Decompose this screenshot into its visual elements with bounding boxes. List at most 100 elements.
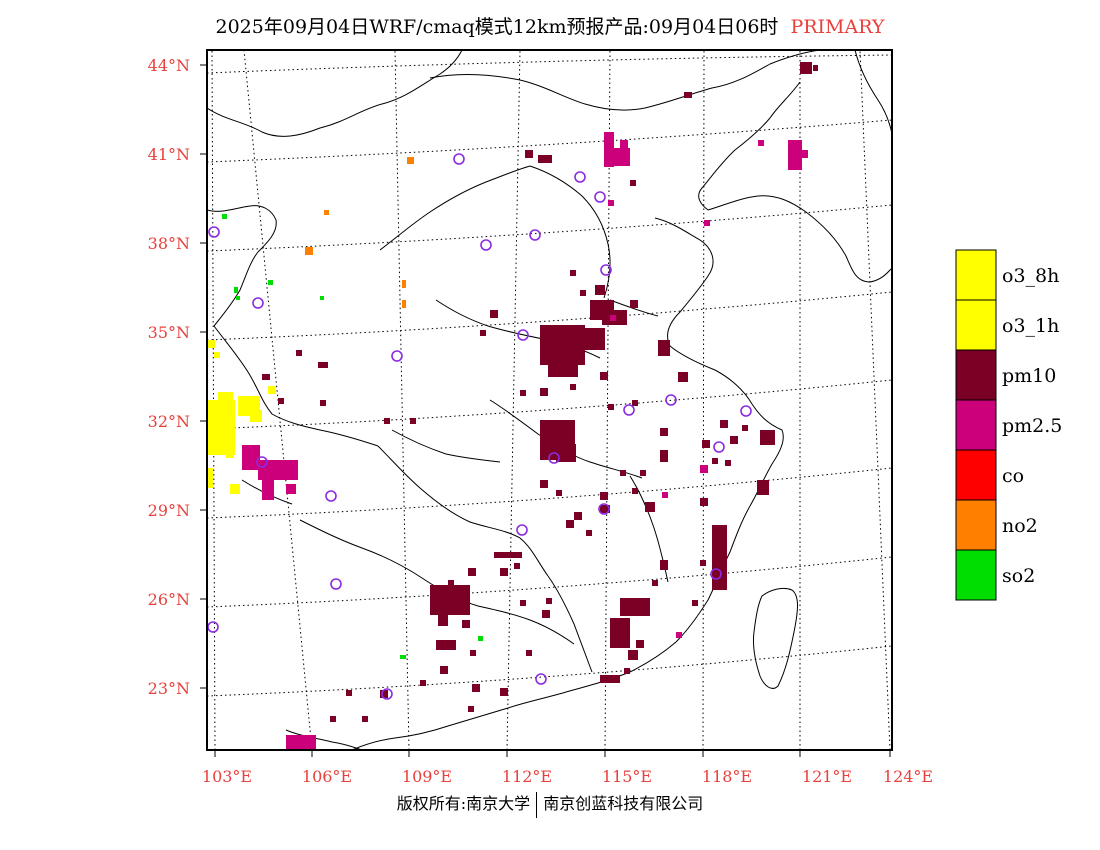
pm10-cell xyxy=(380,690,388,698)
pm10-cell xyxy=(620,470,626,476)
station-marker xyxy=(623,404,635,416)
parallel-line xyxy=(207,379,892,430)
pm10-cell xyxy=(636,640,644,648)
pm25-cell xyxy=(286,484,296,494)
pm10-cell xyxy=(440,666,448,674)
station-marker xyxy=(710,568,722,580)
pm10-cell xyxy=(700,560,706,566)
station-marker xyxy=(480,239,492,251)
pm25-cell xyxy=(604,132,614,167)
lon-label-106e: 106°E xyxy=(302,767,352,786)
pm10-cell xyxy=(725,460,731,466)
pm10-cell xyxy=(384,418,390,424)
pm10-cell xyxy=(580,290,586,296)
pm10-cell xyxy=(595,285,605,295)
pm10-cell xyxy=(632,400,638,406)
pm10-cell xyxy=(448,580,454,586)
o3-cell xyxy=(207,340,215,348)
pm10-cell xyxy=(600,372,608,380)
title-date: 2025年09月04日 xyxy=(215,16,370,38)
o3-cell xyxy=(207,400,235,455)
so2-cell xyxy=(478,636,483,641)
pm25-cell xyxy=(704,220,710,226)
station-marker xyxy=(516,524,528,536)
pm10-cell xyxy=(570,270,576,276)
pm10-cell xyxy=(542,610,550,618)
pm10-cell xyxy=(658,340,670,356)
o3-cell xyxy=(214,352,220,358)
pm10-cell xyxy=(742,425,748,431)
lon-label-103e: 103°E xyxy=(202,767,252,786)
so2-cell xyxy=(222,214,227,219)
pm10-cell xyxy=(702,440,710,448)
pm25-cell xyxy=(296,745,310,750)
parallel-line xyxy=(207,556,892,608)
pm10-cell xyxy=(678,372,688,382)
pm10-cell xyxy=(320,400,326,406)
station-marker xyxy=(600,264,612,276)
parallel-line xyxy=(207,54,892,74)
pm10-cell xyxy=(490,310,498,318)
pm10-cell xyxy=(472,684,480,692)
o3-cell xyxy=(218,392,233,407)
pm10-cell xyxy=(720,420,728,428)
legend-swatch-pm10 xyxy=(955,349,997,401)
title-model: WRF/cmaq模式12km预报产品 xyxy=(369,16,643,38)
station-marker xyxy=(548,452,560,464)
legend-swatch-co xyxy=(955,449,997,501)
legend-swatch-o3-1h xyxy=(955,299,997,351)
station-marker xyxy=(325,490,337,502)
pm10-cell xyxy=(436,640,456,650)
pm25-cell xyxy=(802,150,808,158)
legend: o3_8h o3_1h pm10 pm2.5 co no2 so2 xyxy=(955,249,1062,601)
station-marker xyxy=(453,153,465,165)
no2-cell xyxy=(305,247,313,255)
pm25-cell xyxy=(242,445,260,470)
pm10-cell xyxy=(813,65,818,71)
station-marker xyxy=(381,688,393,700)
pm10-cell xyxy=(730,436,738,444)
station-marker xyxy=(930,90,940,100)
pm10-cell xyxy=(278,398,284,404)
station-marker xyxy=(713,441,725,453)
pm10-cell xyxy=(624,668,630,674)
pm10-cell xyxy=(600,492,608,500)
pm10-cell xyxy=(660,428,668,436)
lon-tick-marks xyxy=(214,750,891,757)
pm25-cell xyxy=(276,468,290,480)
pm10-cell xyxy=(608,404,614,410)
station-marker xyxy=(598,503,610,515)
parallel-line xyxy=(207,645,892,697)
pm10-cell xyxy=(514,563,520,569)
pm10-cell xyxy=(538,155,552,163)
legend-swatch-no2 xyxy=(955,499,997,551)
meridian-line xyxy=(859,50,891,750)
legend-swatch-so2 xyxy=(955,549,997,601)
pm10-cell xyxy=(585,328,605,350)
pm10-cell xyxy=(566,520,574,528)
pm10-cell xyxy=(500,568,508,576)
lon-label-118e: 118°E xyxy=(702,767,752,786)
lon-label-124e: 124°E xyxy=(883,767,933,786)
pm10-cell xyxy=(525,150,533,158)
pm10-cell xyxy=(600,675,620,683)
lon-label-109e: 109°E xyxy=(402,767,452,786)
pm25-cell xyxy=(788,140,802,170)
pm10-cell xyxy=(700,498,708,506)
pm10-cell xyxy=(362,716,368,722)
footer-separator xyxy=(536,791,538,818)
lon-label-115e: 115°E xyxy=(602,767,652,786)
o3-cell xyxy=(268,386,276,394)
pm25-cell xyxy=(662,492,668,498)
pm10-cell xyxy=(540,325,585,365)
longitude-labels: 103°E 106°E 109°E 112°E 115°E 118°E 121°… xyxy=(202,767,933,786)
pm10-cell xyxy=(500,688,508,696)
pm25-cell xyxy=(610,315,616,321)
pm10-cell xyxy=(574,512,582,520)
parallel-line xyxy=(207,119,892,163)
pm10-cell xyxy=(410,418,416,424)
pm10-cell xyxy=(430,585,470,615)
legend-label-no2: no2 xyxy=(1002,515,1038,537)
so2-cell xyxy=(236,296,240,300)
pm10-cell xyxy=(438,612,448,626)
